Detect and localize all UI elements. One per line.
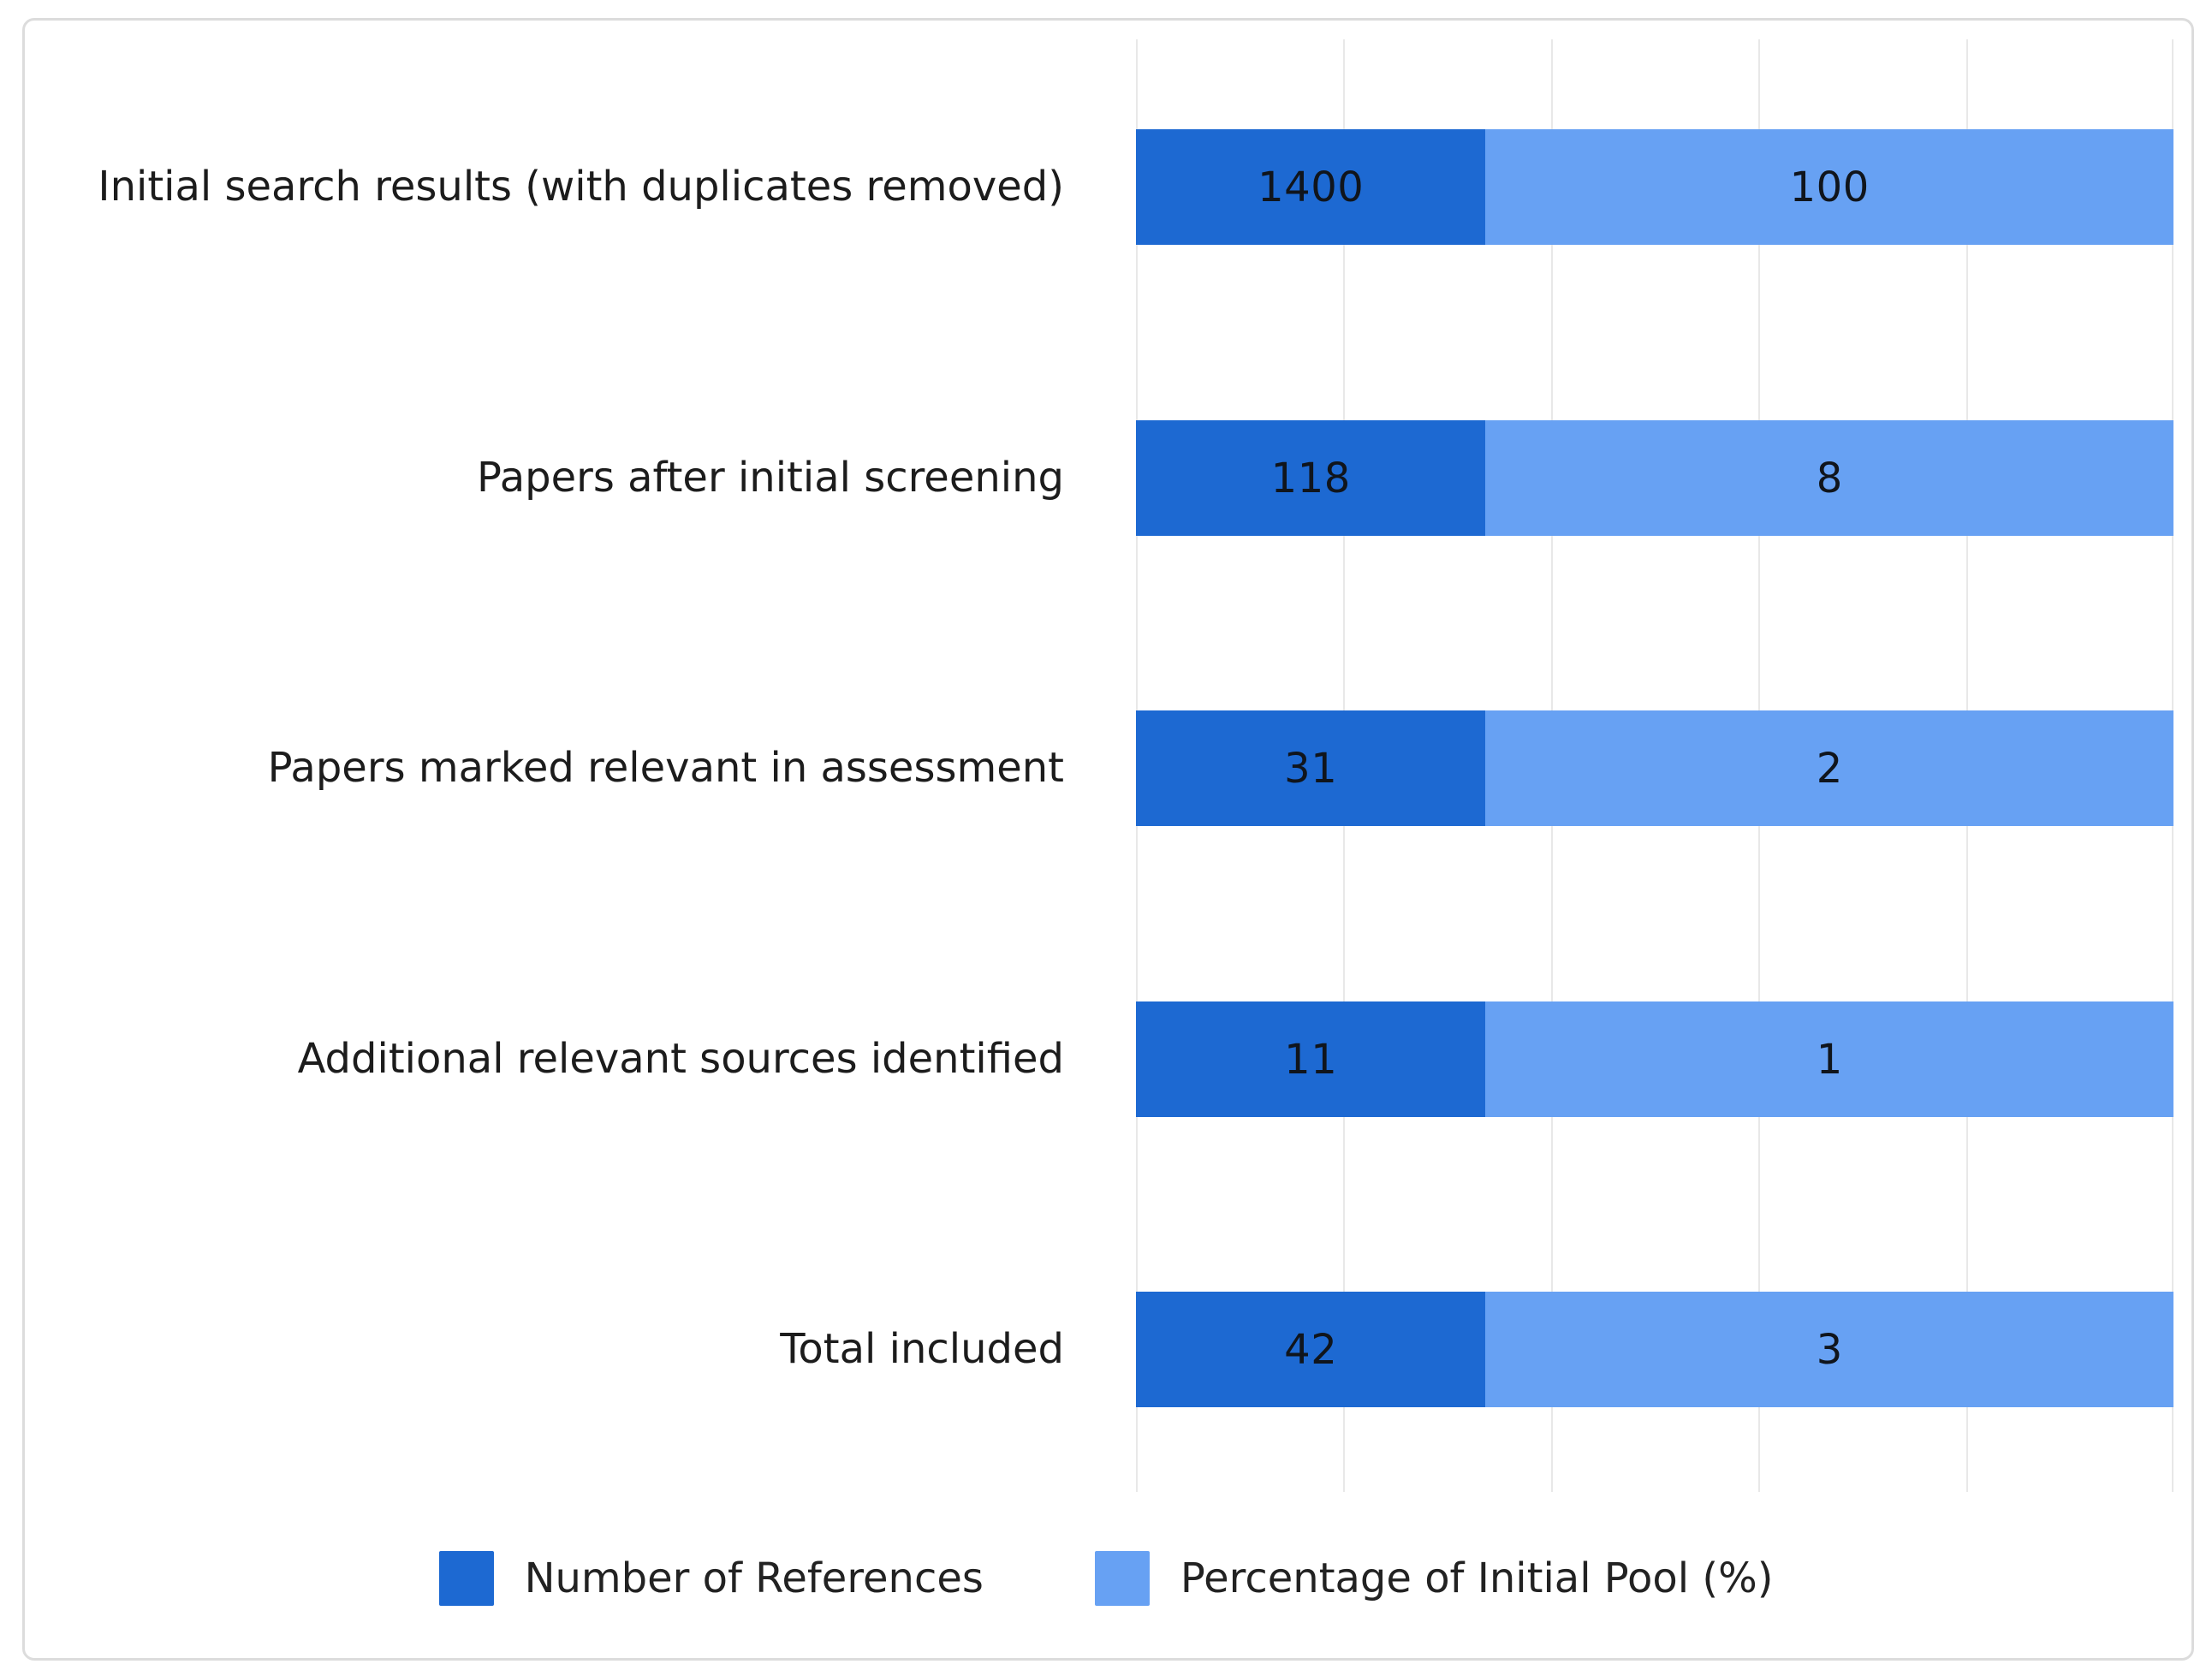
legend-swatch-references bbox=[438, 1551, 494, 1606]
bar-row: 42 3 bbox=[1136, 1292, 2173, 1407]
bar-segment-references: 42 bbox=[1136, 1292, 1486, 1407]
bar-value-references: 31 bbox=[1284, 744, 1338, 793]
bar-row: 31 2 bbox=[1136, 710, 2173, 826]
bar-value-references: 11 bbox=[1284, 1035, 1338, 1084]
legend-item-references: Number of References bbox=[438, 1551, 984, 1606]
bar-value-percentage: 100 bbox=[1789, 163, 1870, 211]
category-label: Papers after initial screening bbox=[476, 454, 1064, 502]
bar-segment-references: 31 bbox=[1136, 710, 1486, 826]
legend-label-references: Number of References bbox=[524, 1554, 984, 1602]
category-label: Initial search results (with duplicates … bbox=[98, 163, 1064, 211]
bar-segment-percentage: 3 bbox=[1485, 1292, 2173, 1407]
bar-value-references: 1400 bbox=[1258, 163, 1365, 211]
bar-segment-percentage: 8 bbox=[1485, 420, 2173, 536]
bar-value-references: 42 bbox=[1284, 1325, 1338, 1374]
category-label: Total included bbox=[780, 1325, 1064, 1373]
bar-value-percentage: 2 bbox=[1816, 744, 1843, 793]
legend-label-percentage: Percentage of Initial Pool (%) bbox=[1180, 1554, 1774, 1602]
bar-value-percentage: 8 bbox=[1816, 454, 1843, 502]
bar-row: 11 1 bbox=[1136, 1001, 2173, 1117]
bar-value-percentage: 1 bbox=[1816, 1035, 1843, 1084]
legend: Number of References Percentage of Initi… bbox=[0, 1551, 2212, 1606]
legend-swatch-percentage bbox=[1094, 1551, 1150, 1606]
legend-item-percentage: Percentage of Initial Pool (%) bbox=[1094, 1551, 1774, 1606]
bar-row: 118 8 bbox=[1136, 420, 2173, 536]
bar-segment-percentage: 2 bbox=[1485, 710, 2173, 826]
bar-segment-percentage: 100 bbox=[1485, 129, 2173, 245]
bar-segment-references: 11 bbox=[1136, 1001, 1486, 1117]
bar-value-references: 118 bbox=[1270, 454, 1351, 502]
bar-segment-percentage: 1 bbox=[1485, 1001, 2173, 1117]
category-label: Additional relevant sources identified bbox=[297, 1035, 1064, 1083]
bar-value-percentage: 3 bbox=[1816, 1325, 1843, 1374]
bar-segment-references: 118 bbox=[1136, 420, 1486, 536]
bar-segment-references: 1400 bbox=[1136, 129, 1486, 245]
category-label: Papers marked relevant in assessment bbox=[267, 744, 1064, 792]
bar-row: 1400 100 bbox=[1136, 129, 2173, 245]
